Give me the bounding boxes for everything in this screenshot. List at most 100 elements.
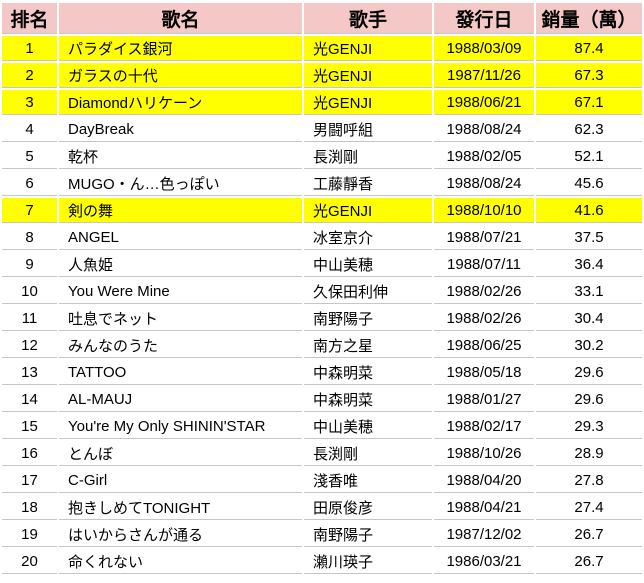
date-cell: 1988/06/25 [434, 333, 534, 358]
sales-cell: 29.6 [536, 360, 642, 385]
rank-cell: 20 [2, 549, 57, 574]
sales-cell: 67.1 [536, 90, 642, 115]
date-cell: 1988/02/26 [434, 279, 534, 304]
song-cell: TATTOO [59, 360, 302, 385]
artist-cell: 中森明菜 [304, 387, 432, 412]
rank-cell: 12 [2, 333, 57, 358]
table-row: 8 ANGEL 冰室京介 1988/07/21 37.5 [2, 225, 642, 250]
date-cell: 1988/02/05 [434, 144, 534, 169]
song-cell: 人魚姫 [59, 252, 302, 277]
table-row: 17 C-Girl 淺香唯 1988/04/20 27.8 [2, 468, 642, 493]
date-cell: 1988/04/20 [434, 468, 534, 493]
sales-cell: 45.6 [536, 171, 642, 196]
artist-cell: 南方之星 [304, 333, 432, 358]
song-cell: ANGEL [59, 225, 302, 250]
rank-cell: 10 [2, 279, 57, 304]
song-cell: 剣の舞 [59, 198, 302, 223]
date-cell: 1987/12/02 [434, 522, 534, 547]
table-row: 18 抱きしめてTONIGHT 田原俊彦 1988/04/21 27.4 [2, 495, 642, 520]
date-cell: 1988/02/26 [434, 306, 534, 331]
rank-cell: 18 [2, 495, 57, 520]
header-sales: 銷量（萬） [536, 3, 642, 34]
rank-cell: 11 [2, 306, 57, 331]
artist-cell: 南野陽子 [304, 306, 432, 331]
artist-cell: 光GENJI [304, 36, 432, 61]
sales-cell: 27.8 [536, 468, 642, 493]
table-row: 15 You're My Only SHININ'STAR 中山美穂 1988/02/… [2, 414, 642, 439]
date-cell: 1988/02/17 [434, 414, 534, 439]
date-cell: 1988/05/18 [434, 360, 534, 385]
song-cell: みんなのうた [59, 333, 302, 358]
sales-cell: 29.6 [536, 387, 642, 412]
sales-cell: 33.1 [536, 279, 642, 304]
date-cell: 1988/10/26 [434, 441, 534, 466]
table-body: 1 パラダイス銀河 光GENJI 1988/03/09 87.4 2 ガラスの十代 光GENJ… [2, 36, 642, 574]
rank-cell: 14 [2, 387, 57, 412]
song-cell: MUGO・ん…色っぽい [59, 171, 302, 196]
sales-cell: 28.9 [536, 441, 642, 466]
table-row: 10 You Were Mine 久保田利伸 1988/02/26 33.1 [2, 279, 642, 304]
header-row: 排名 歌名 歌手 發行日 銷量（萬） [2, 3, 642, 34]
table-row: 20 命くれない 瀨川瑛子 1986/03/21 26.7 [2, 549, 642, 574]
song-cell: 抱きしめてTONIGHT [59, 495, 302, 520]
table-row: 13 TATTOO 中森明菜 1988/05/18 29.6 [2, 360, 642, 385]
song-cell: はいからさんが通る [59, 522, 302, 547]
table-row: 11 吐息でネット 南野陽子 1988/02/26 30.4 [2, 306, 642, 331]
song-cell: ガラスの十代 [59, 63, 302, 88]
artist-cell: 長渕剛 [304, 144, 432, 169]
song-cell: AL-MAUJ [59, 387, 302, 412]
song-cell: とんぼ [59, 441, 302, 466]
date-cell: 1988/03/09 [434, 36, 534, 61]
rank-cell: 9 [2, 252, 57, 277]
table-row: 4 DayBreak 男闘呼組 1988/08/24 62.3 [2, 117, 642, 142]
artist-cell: 光GENJI [304, 90, 432, 115]
artist-cell: 中山美穂 [304, 252, 432, 277]
rank-cell: 5 [2, 144, 57, 169]
song-cell: 吐息でネット [59, 306, 302, 331]
artist-cell: 田原俊彦 [304, 495, 432, 520]
song-cell: パラダイス銀河 [59, 36, 302, 61]
sales-cell: 37.5 [536, 225, 642, 250]
song-cell: You're My Only SHININ'STAR [59, 414, 302, 439]
date-cell: 1988/10/10 [434, 198, 534, 223]
table-row: 7 剣の舞 光GENJI 1988/10/10 41.6 [2, 198, 642, 223]
rank-cell: 19 [2, 522, 57, 547]
artist-cell: 冰室京介 [304, 225, 432, 250]
date-cell: 1987/11/26 [434, 63, 534, 88]
artist-cell: 淺香唯 [304, 468, 432, 493]
song-cell: C-Girl [59, 468, 302, 493]
date-cell: 1988/07/21 [434, 225, 534, 250]
artist-cell: 瀨川瑛子 [304, 549, 432, 574]
rank-cell: 7 [2, 198, 57, 223]
table-row: 14 AL-MAUJ 中森明菜 1988/01/27 29.6 [2, 387, 642, 412]
date-cell: 1986/03/21 [434, 549, 534, 574]
table-row: 9 人魚姫 中山美穂 1988/07/11 36.4 [2, 252, 642, 277]
rank-cell: 6 [2, 171, 57, 196]
artist-cell: 光GENJI [304, 198, 432, 223]
table-row: 1 パラダイス銀河 光GENJI 1988/03/09 87.4 [2, 36, 642, 61]
date-cell: 1988/07/11 [434, 252, 534, 277]
song-cell: DayBreak [59, 117, 302, 142]
rank-cell: 1 [2, 36, 57, 61]
rank-cell: 15 [2, 414, 57, 439]
sales-cell: 36.4 [536, 252, 642, 277]
artist-cell: 長渕剛 [304, 441, 432, 466]
rank-cell: 3 [2, 90, 57, 115]
song-cell: You Were Mine [59, 279, 302, 304]
sales-cell: 26.7 [536, 522, 642, 547]
header-date: 發行日 [434, 3, 534, 34]
artist-cell: 光GENJI [304, 63, 432, 88]
header-rank: 排名 [2, 3, 57, 34]
table-row: 6 MUGO・ん…色っぽい 工藤靜香 1988/08/24 45.6 [2, 171, 642, 196]
song-cell: Diamondハリケーン [59, 90, 302, 115]
rank-cell: 8 [2, 225, 57, 250]
song-cell: 乾杯 [59, 144, 302, 169]
rank-cell: 13 [2, 360, 57, 385]
artist-cell: 中山美穂 [304, 414, 432, 439]
sales-cell: 26.7 [536, 549, 642, 574]
date-cell: 1988/01/27 [434, 387, 534, 412]
sales-cell: 29.3 [536, 414, 642, 439]
date-cell: 1988/06/21 [434, 90, 534, 115]
